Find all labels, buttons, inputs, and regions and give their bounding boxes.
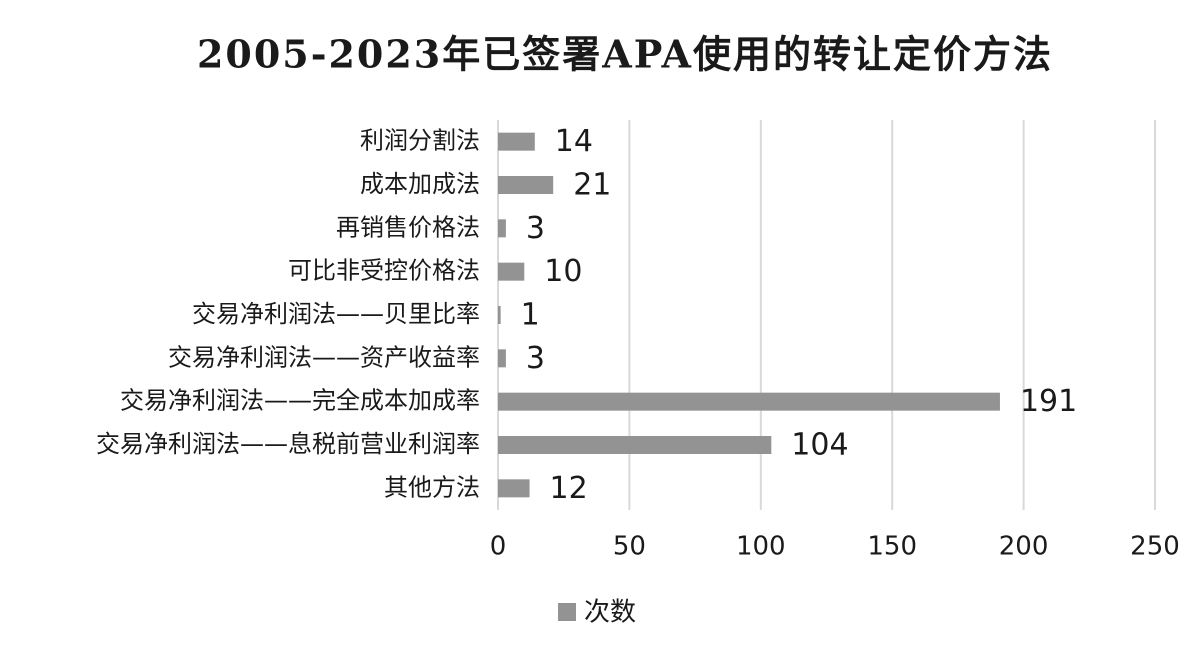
chart-title: 2005-2023年已签署APA使用的转让定价方法	[197, 32, 1053, 77]
legend-swatch	[558, 603, 576, 621]
x-tick-label: 150	[867, 532, 917, 562]
bar	[498, 479, 530, 498]
y-tick-label: 交易净利润法——完全成本加成率	[120, 387, 480, 415]
y-tick-label: 交易净利润法——息税前营业利润率	[96, 430, 480, 458]
x-tick-label: 50	[613, 532, 646, 562]
x-tick-label: 250	[1130, 532, 1180, 562]
bar	[498, 392, 1000, 411]
bar	[498, 306, 501, 324]
bar	[498, 262, 525, 281]
bar	[498, 349, 506, 368]
y-tick-label: 利润分割法	[360, 127, 480, 155]
value-label: 21	[573, 168, 611, 203]
y-tick-label: 再销售价格法	[336, 213, 480, 241]
legend-label: 次数	[584, 598, 636, 628]
value-label: 191	[1020, 384, 1077, 419]
bar	[498, 176, 554, 194]
y-tick-label: 成本加成法	[360, 170, 480, 198]
value-label: 3	[526, 211, 545, 246]
y-tick-label: 交易净利润法——贝里比率	[192, 300, 480, 328]
x-tick-label: 0	[490, 532, 507, 562]
y-tick-label: 其他方法	[384, 473, 480, 501]
value-label: 10	[544, 254, 582, 289]
value-label: 104	[791, 428, 848, 463]
y-tick-label: 可比非受控价格法	[288, 257, 480, 285]
bar	[498, 436, 772, 454]
bar	[498, 219, 506, 238]
value-label: 3	[526, 341, 545, 376]
x-tick-label: 100	[736, 532, 786, 562]
value-label: 1	[521, 298, 540, 333]
bar	[498, 132, 535, 151]
value-label: 12	[550, 471, 588, 506]
y-tick-label: 交易净利润法——资产收益率	[168, 343, 480, 371]
x-tick-label: 200	[999, 532, 1049, 562]
value-label: 14	[555, 124, 593, 159]
